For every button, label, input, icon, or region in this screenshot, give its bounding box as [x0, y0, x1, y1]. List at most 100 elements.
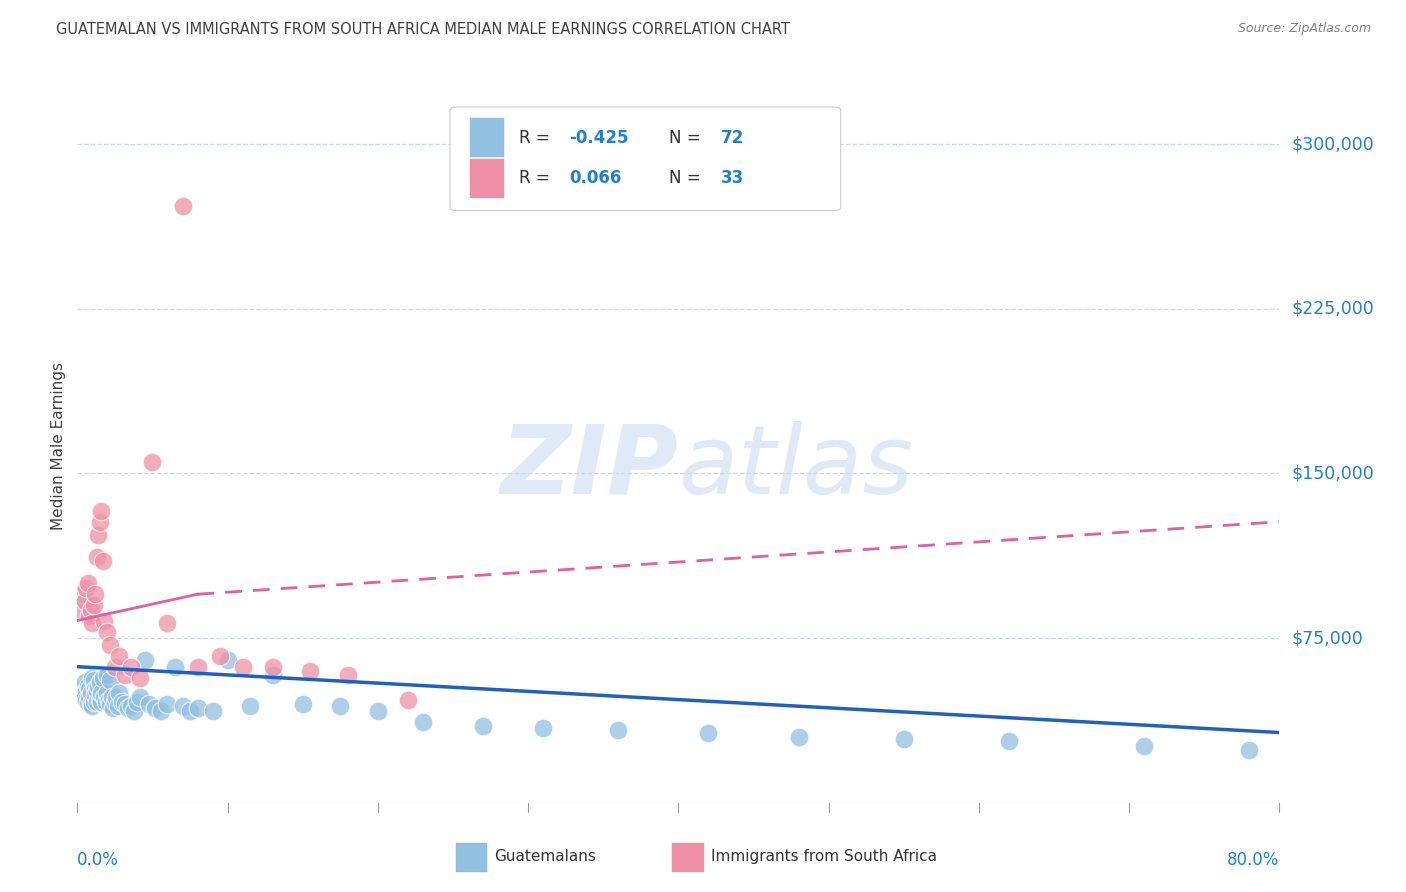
Text: R =: R =: [519, 169, 554, 187]
Point: [93, 690, 115, 705]
Point: [103, 701, 125, 715]
Point: [107, 699, 129, 714]
Point: [73, 690, 96, 705]
Point: [172, 699, 194, 714]
Point: [75, 692, 97, 706]
Point: [893, 732, 915, 747]
Point: [100, 697, 122, 711]
Point: [76, 680, 98, 694]
Text: Source: ZipAtlas.com: Source: ZipAtlas.com: [1237, 22, 1371, 36]
Point: [998, 734, 1021, 748]
Point: [472, 719, 495, 733]
Point: [73, 675, 96, 690]
Point: [141, 455, 163, 469]
Point: [82, 671, 104, 685]
Point: [111, 695, 134, 709]
Point: [129, 671, 152, 685]
Point: [80, 697, 103, 711]
Point: [239, 699, 262, 714]
Point: [1133, 739, 1156, 753]
Point: [82, 615, 104, 630]
Point: [232, 659, 254, 673]
Point: [84, 681, 107, 696]
Point: [179, 704, 201, 718]
Point: [101, 690, 124, 705]
Text: $300,000: $300,000: [1292, 135, 1374, 153]
Point: [86, 683, 108, 698]
Point: [104, 695, 127, 709]
Point: [105, 690, 128, 705]
Point: [172, 198, 194, 212]
Point: [87, 528, 110, 542]
Point: [73, 594, 96, 608]
Point: [108, 686, 131, 700]
Point: [83, 673, 105, 687]
Point: [89, 515, 111, 529]
Point: [97, 692, 120, 706]
Point: [83, 695, 105, 709]
Point: [96, 686, 118, 700]
FancyBboxPatch shape: [471, 118, 505, 157]
Point: [90, 504, 112, 518]
Point: [156, 697, 179, 711]
Point: [100, 673, 122, 687]
Text: $225,000: $225,000: [1292, 300, 1374, 318]
Point: [156, 615, 179, 630]
Point: [72, 688, 94, 702]
Point: [84, 587, 107, 601]
Point: [299, 664, 322, 678]
Text: -0.425: -0.425: [569, 128, 628, 146]
Point: [336, 668, 359, 682]
Point: [84, 688, 107, 702]
Point: [217, 653, 239, 667]
Point: [70, 681, 93, 696]
Point: [114, 697, 136, 711]
Point: [367, 704, 389, 718]
Point: [129, 690, 152, 705]
Point: [145, 701, 167, 715]
Y-axis label: Median Male Earnings: Median Male Earnings: [51, 362, 66, 530]
Point: [91, 554, 114, 568]
Point: [124, 704, 146, 718]
Point: [531, 721, 554, 735]
Point: [90, 695, 112, 709]
Point: [262, 659, 284, 673]
Text: Immigrants from South Africa: Immigrants from South Africa: [711, 849, 936, 863]
Point: [117, 701, 139, 715]
Text: N =: N =: [669, 128, 706, 146]
Point: [138, 697, 160, 711]
FancyBboxPatch shape: [471, 159, 505, 198]
FancyBboxPatch shape: [450, 107, 841, 211]
Point: [72, 587, 94, 601]
Point: [93, 614, 115, 628]
Point: [329, 699, 352, 714]
Point: [209, 648, 232, 663]
Text: 80.0%: 80.0%: [1227, 851, 1279, 869]
Point: [396, 692, 419, 706]
Text: Guatemalans: Guatemalans: [495, 849, 596, 863]
Text: R =: R =: [519, 128, 554, 146]
Point: [83, 598, 105, 612]
Text: 33: 33: [720, 169, 744, 187]
Point: [76, 695, 98, 709]
Point: [201, 704, 224, 718]
Point: [108, 648, 131, 663]
Point: [114, 668, 136, 682]
Point: [150, 704, 173, 718]
Point: [90, 686, 112, 700]
Text: 0.066: 0.066: [569, 169, 621, 187]
Point: [79, 681, 101, 696]
Point: [70, 602, 93, 616]
Text: ZIP: ZIP: [501, 421, 679, 514]
Text: N =: N =: [669, 169, 706, 187]
Point: [412, 714, 434, 729]
Text: GUATEMALAN VS IMMIGRANTS FROM SOUTH AFRICA MEDIAN MALE EARNINGS CORRELATION CHAR: GUATEMALAN VS IMMIGRANTS FROM SOUTH AFRI…: [56, 22, 790, 37]
Point: [787, 730, 810, 744]
Point: [96, 668, 118, 682]
Text: $75,000: $75,000: [1292, 629, 1364, 647]
Text: atlas: atlas: [679, 421, 914, 514]
Point: [134, 653, 156, 667]
Point: [79, 609, 101, 624]
Point: [79, 690, 101, 705]
FancyBboxPatch shape: [456, 844, 488, 872]
